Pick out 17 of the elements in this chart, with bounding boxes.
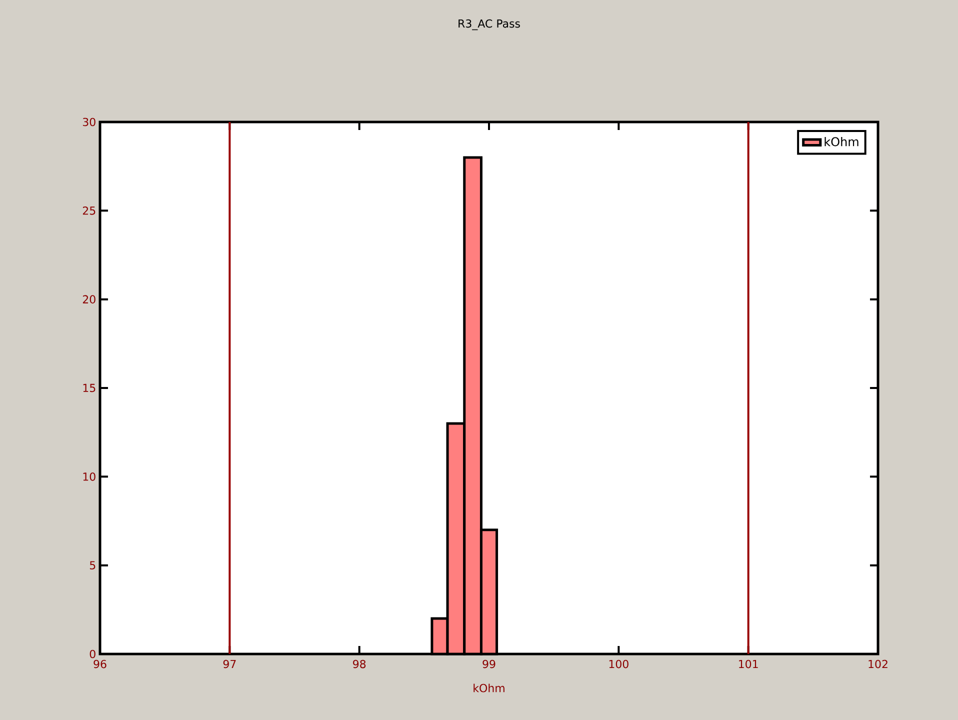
y-tick-label: 25 xyxy=(82,206,96,215)
chart-title: R3_AC Pass xyxy=(458,19,520,30)
x-tick-label: 99 xyxy=(482,660,496,668)
x-tick-label: 98 xyxy=(353,660,366,668)
x-tick-label: 100 xyxy=(609,660,628,668)
y-tick-label: 5 xyxy=(90,561,96,570)
legend-label: kOhm xyxy=(824,136,858,146)
x-tick-label: 96 xyxy=(94,660,106,668)
x-tick-label: 102 xyxy=(868,660,888,668)
x-tick-label: 97 xyxy=(223,660,236,668)
y-tick-label: 15 xyxy=(83,384,96,392)
y-tick-label: 0 xyxy=(90,650,96,658)
y-tick-label: 10 xyxy=(83,472,96,481)
x-axis-title: kOhm xyxy=(474,684,504,692)
y-tick-label: 20 xyxy=(82,295,96,304)
y-tick-label: 30 xyxy=(82,118,96,126)
x-tick-label: 101 xyxy=(739,660,758,668)
